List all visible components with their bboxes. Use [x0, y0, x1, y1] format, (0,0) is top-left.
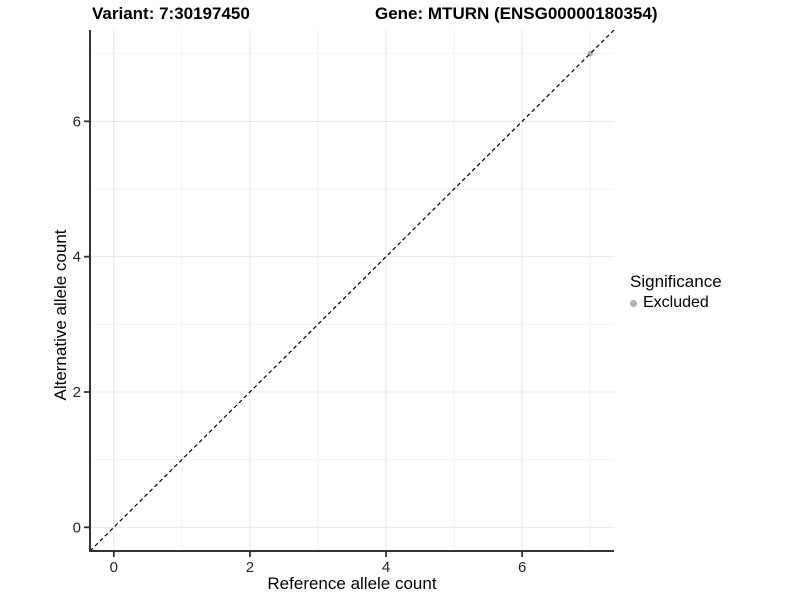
- x-tick-label: 6: [518, 559, 526, 576]
- legend-item-label: Excluded: [643, 294, 709, 311]
- y-tick-label: 2: [73, 384, 81, 401]
- x-axis-title: Reference allele count: [267, 574, 437, 593]
- legend-point-icon: [630, 299, 637, 307]
- legend: Significance Excluded: [630, 272, 722, 312]
- x-tick-label: 0: [110, 559, 118, 576]
- legend-item-excluded: Excluded: [630, 294, 722, 312]
- y-tick-label: 6: [73, 113, 81, 130]
- y-axis-title: Alternative allele count: [51, 229, 70, 401]
- legend-title: Significance: [630, 272, 722, 291]
- x-tick-label: 4: [382, 559, 390, 576]
- plot-title-variant: Variant: 7:30197450: [92, 4, 250, 23]
- y-tick-label: 4: [73, 249, 81, 266]
- y-tick-label: 0: [73, 519, 81, 536]
- plot-title-gene: Gene: MTURN (ENSG00000180354): [375, 4, 658, 23]
- x-tick-label: 2: [246, 559, 254, 576]
- identity-dashed-line: [89, 29, 615, 552]
